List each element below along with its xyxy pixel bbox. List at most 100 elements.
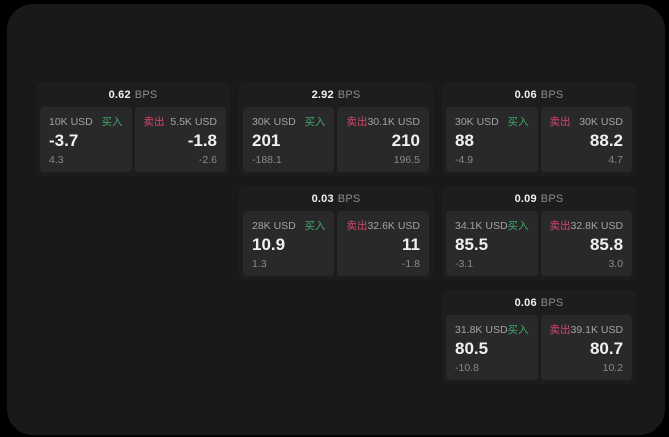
sell-tile-header: 卖出 30.1K USD (346, 114, 420, 129)
bps-value: 0.06 (514, 88, 537, 101)
bps-unit-label: BPS (540, 192, 564, 205)
quote-card: 0.03 BPS 28K USD 买入 10.9 1.3 卖出 32.6K US… (239, 186, 433, 280)
buy-side-tag: 买入 (101, 116, 123, 128)
buy-tile[interactable]: 30K USD 买入 201 -188.1 (243, 107, 335, 172)
quote-card: 0.09 BPS 34.1K USD 买入 85.5 -3.1 卖出 32.8K… (442, 186, 636, 280)
sell-tile-header: 卖出 5.5K USD (144, 114, 218, 129)
sell-side-tag: 卖出 (549, 220, 571, 232)
bps-unit-label: BPS (337, 192, 361, 205)
quote-tiles: 28K USD 买入 10.9 1.3 卖出 32.6K USD 11 -1.8 (243, 211, 429, 276)
buy-side-tag: 买入 (304, 220, 326, 232)
buy-side-tag: 买入 (304, 116, 326, 128)
buy-main-value: -3.7 (49, 131, 79, 150)
bps-header: 0.06 BPS (442, 82, 636, 107)
sell-sub-value: 4.7 (608, 154, 623, 166)
sell-size-label: 30.1K USD (367, 115, 420, 128)
sell-tile[interactable]: 卖出 5.5K USD -1.8 -2.6 (134, 107, 226, 172)
sell-side-tag: 卖出 (549, 116, 571, 128)
buy-tile-header: 30K USD 买入 (252, 114, 325, 129)
bps-value: 0.09 (514, 192, 537, 205)
sell-side-tag: 卖出 (346, 116, 368, 128)
buy-size-label: 31.8K USD (455, 323, 508, 336)
sell-tile[interactable]: 卖出 39.1K USD 80.7 10.2 (540, 315, 633, 380)
sell-tile-header: 卖出 32.8K USD (550, 218, 624, 233)
bps-unit-label: BPS (540, 296, 564, 309)
sell-main-value: 80.7 (589, 339, 624, 358)
buy-tile[interactable]: 30K USD 买入 88 -4.9 (446, 107, 538, 172)
sell-size-label: 39.1K USD (570, 323, 624, 336)
sell-size-label: 32.8K USD (570, 219, 624, 232)
buy-main-value: 80.5 (455, 339, 489, 358)
quote-card: 0.62 BPS 10K USD 买入 -3.7 4.3 卖出 5.5K USD… (36, 82, 230, 176)
sell-sub-value: 196.5 (393, 154, 420, 166)
buy-main-value: 201 (252, 131, 281, 150)
buy-side-tag: 买入 (507, 324, 529, 336)
buy-sub-value: 4.3 (49, 154, 64, 166)
quote-tiles: 34.1K USD 买入 85.5 -3.1 卖出 32.8K USD 85.8… (446, 211, 633, 276)
sell-sub-value: 3.0 (608, 258, 624, 270)
sell-tile-header: 卖出 32.6K USD (346, 218, 420, 233)
quote-card: 0.06 BPS 30K USD 买入 88 -4.9 卖出 30K USD 8… (442, 82, 636, 176)
sell-sub-value: -2.6 (198, 154, 217, 166)
sell-sub-value: -1.8 (401, 258, 420, 270)
sell-sub-value: 10.2 (602, 362, 624, 374)
buy-tile[interactable]: 28K USD 买入 10.9 1.3 (243, 211, 335, 276)
quote-tiles: 30K USD 买入 88 -4.9 卖出 30K USD 88.2 4.7 (446, 107, 632, 172)
buy-tile-header: 31.8K USD 买入 (455, 322, 529, 337)
buy-tile-header: 28K USD 买入 (252, 218, 325, 233)
bps-header: 0.62 BPS (36, 82, 230, 107)
bps-value: 0.62 (108, 88, 131, 101)
sell-tile[interactable]: 卖出 30.1K USD 210 196.5 (337, 107, 429, 172)
buy-main-value: 88 (455, 131, 474, 150)
buy-tile[interactable]: 10K USD 买入 -3.7 4.3 (40, 107, 132, 172)
sell-size-label: 5.5K USD (170, 115, 217, 128)
bps-unit-label: BPS (540, 88, 564, 101)
sell-main-value: 88.2 (589, 131, 623, 150)
sell-tile-header: 卖出 39.1K USD (550, 322, 624, 337)
quote-card: 2.92 BPS 30K USD 买入 201 -188.1 卖出 30.1K … (239, 82, 433, 176)
cards-grid: 0.62 BPS 10K USD 买入 -3.7 4.3 卖出 5.5K USD… (36, 82, 636, 384)
bps-header: 2.92 BPS (239, 82, 433, 107)
sell-main-value: 11 (402, 235, 420, 254)
buy-tile[interactable]: 31.8K USD 买入 80.5 -10.8 (446, 315, 538, 380)
buy-size-label: 30K USD (252, 115, 296, 128)
bps-header: 0.06 BPS (442, 290, 636, 315)
bps-value: 0.06 (514, 296, 537, 309)
quote-tiles: 10K USD 买入 -3.7 4.3 卖出 5.5K USD -1.8 -2.… (40, 107, 226, 172)
buy-side-tag: 买入 (507, 220, 529, 232)
sell-size-label: 32.6K USD (367, 219, 420, 232)
bps-header: 0.03 BPS (239, 186, 433, 211)
buy-sub-value: -10.8 (455, 362, 479, 374)
buy-main-value: 10.9 (252, 235, 286, 254)
sell-side-tag: 卖出 (346, 220, 368, 232)
sell-main-value: -1.8 (187, 131, 217, 150)
bps-unit-label: BPS (337, 88, 361, 101)
buy-main-value: 85.5 (455, 235, 489, 254)
sell-main-value: 85.8 (589, 235, 624, 254)
quote-tiles: 31.8K USD 买入 80.5 -10.8 卖出 39.1K USD 80.… (446, 315, 633, 380)
buy-sub-value: -188.1 (252, 154, 282, 166)
buy-tile-header: 34.1K USD 买入 (455, 218, 529, 233)
sell-tile-header: 卖出 30K USD (550, 114, 624, 129)
bps-value: 2.92 (311, 88, 334, 101)
sell-side-tag: 卖出 (549, 324, 571, 336)
buy-sub-value: 1.3 (252, 258, 267, 270)
sell-tile[interactable]: 卖出 32.6K USD 11 -1.8 (337, 211, 429, 276)
buy-size-label: 28K USD (252, 219, 296, 232)
buy-sub-value: -4.9 (455, 154, 474, 166)
app-window: 0.62 BPS 10K USD 买入 -3.7 4.3 卖出 5.5K USD… (7, 4, 665, 435)
sell-tile[interactable]: 卖出 30K USD 88.2 4.7 (540, 107, 632, 172)
buy-size-label: 34.1K USD (455, 219, 508, 232)
buy-size-label: 30K USD (455, 115, 499, 128)
sell-size-label: 30K USD (579, 115, 623, 128)
quote-tiles: 30K USD 买入 201 -188.1 卖出 30.1K USD 210 1… (243, 107, 429, 172)
buy-sub-value: -3.1 (455, 258, 474, 270)
buy-tile[interactable]: 34.1K USD 买入 85.5 -3.1 (446, 211, 538, 276)
bps-value: 0.03 (311, 192, 334, 205)
sell-side-tag: 卖出 (143, 116, 165, 128)
bps-unit-label: BPS (134, 88, 158, 101)
buy-tile-header: 10K USD 买入 (49, 114, 123, 129)
buy-tile-header: 30K USD 买入 (455, 114, 529, 129)
sell-tile[interactable]: 卖出 32.8K USD 85.8 3.0 (540, 211, 633, 276)
buy-size-label: 10K USD (49, 115, 93, 128)
